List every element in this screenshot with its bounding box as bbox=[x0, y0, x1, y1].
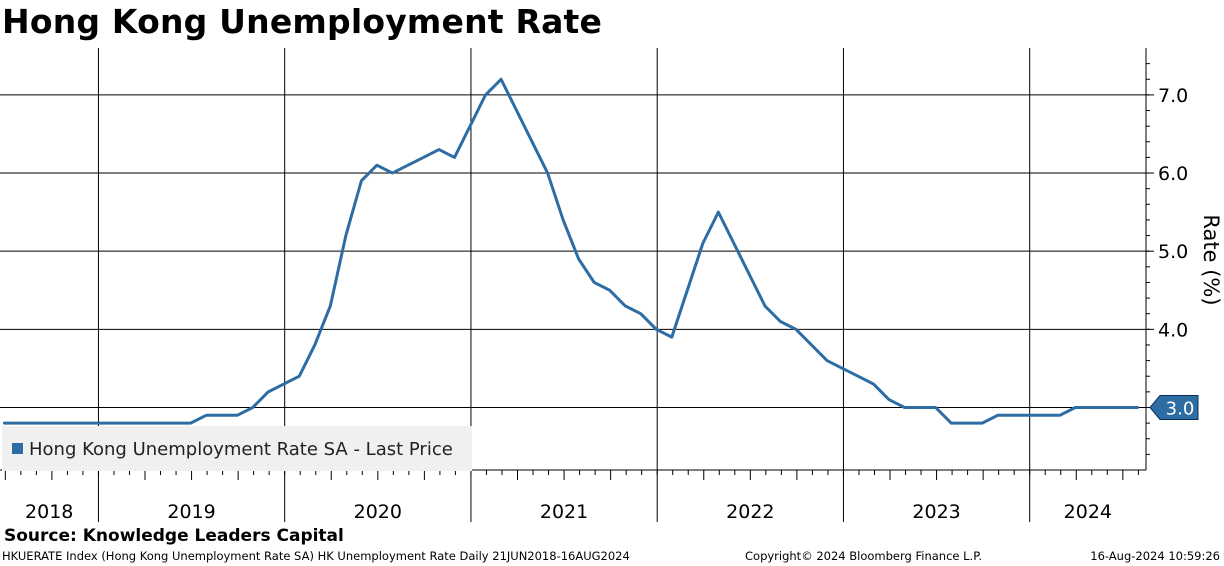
y-axis-label: Rate (%) bbox=[1199, 214, 1223, 305]
legend-swatch bbox=[12, 443, 23, 454]
y-tick-label: 7.0 bbox=[1158, 85, 1188, 107]
x-axis: 2018 2019 2020 2021 2022 2023 2024 bbox=[0, 469, 1146, 523]
x-tick-label: 2021 bbox=[540, 501, 588, 523]
x-tick-label: 2023 bbox=[912, 501, 960, 523]
x-tick-label: 2018 bbox=[25, 501, 73, 523]
unemployment-rate-line bbox=[2, 77, 1139, 425]
x-tick-label: 2019 bbox=[167, 501, 215, 523]
series-layer bbox=[2, 77, 1139, 425]
footer-index-description: HKUERATE Index (Hong Kong Unemployment R… bbox=[2, 549, 630, 563]
legend-background bbox=[2, 426, 472, 471]
chart-title: Hong Kong Unemployment Rate bbox=[2, 2, 603, 41]
source-note: Source: Knowledge Leaders Capital bbox=[4, 526, 344, 546]
x-tick-label: 2024 bbox=[1064, 501, 1112, 523]
legend: Hong Kong Unemployment Rate SA - Last Pr… bbox=[2, 426, 472, 471]
x-tick-label: 2020 bbox=[354, 501, 402, 523]
y-axis: 4.0 5.0 6.0 7.0 bbox=[1145, 48, 1188, 470]
x-tick-label: 2022 bbox=[726, 501, 774, 523]
legend-label: Hong Kong Unemployment Rate SA - Last Pr… bbox=[29, 439, 453, 460]
y-tick-label: 6.0 bbox=[1158, 163, 1188, 185]
footer-copyright: Copyright© 2024 Bloomberg Finance L.P. bbox=[745, 549, 982, 563]
last-value-badge bbox=[1149, 394, 1199, 420]
last-value-label: 3.0 bbox=[1166, 398, 1195, 419]
last-value-tag: 3.0 bbox=[1149, 394, 1199, 420]
footer-timestamp: 16-Aug-2024 10:59:26 bbox=[1090, 549, 1220, 563]
y-tick-label: 4.0 bbox=[1158, 319, 1188, 341]
y-tick-label: 5.0 bbox=[1158, 241, 1188, 263]
